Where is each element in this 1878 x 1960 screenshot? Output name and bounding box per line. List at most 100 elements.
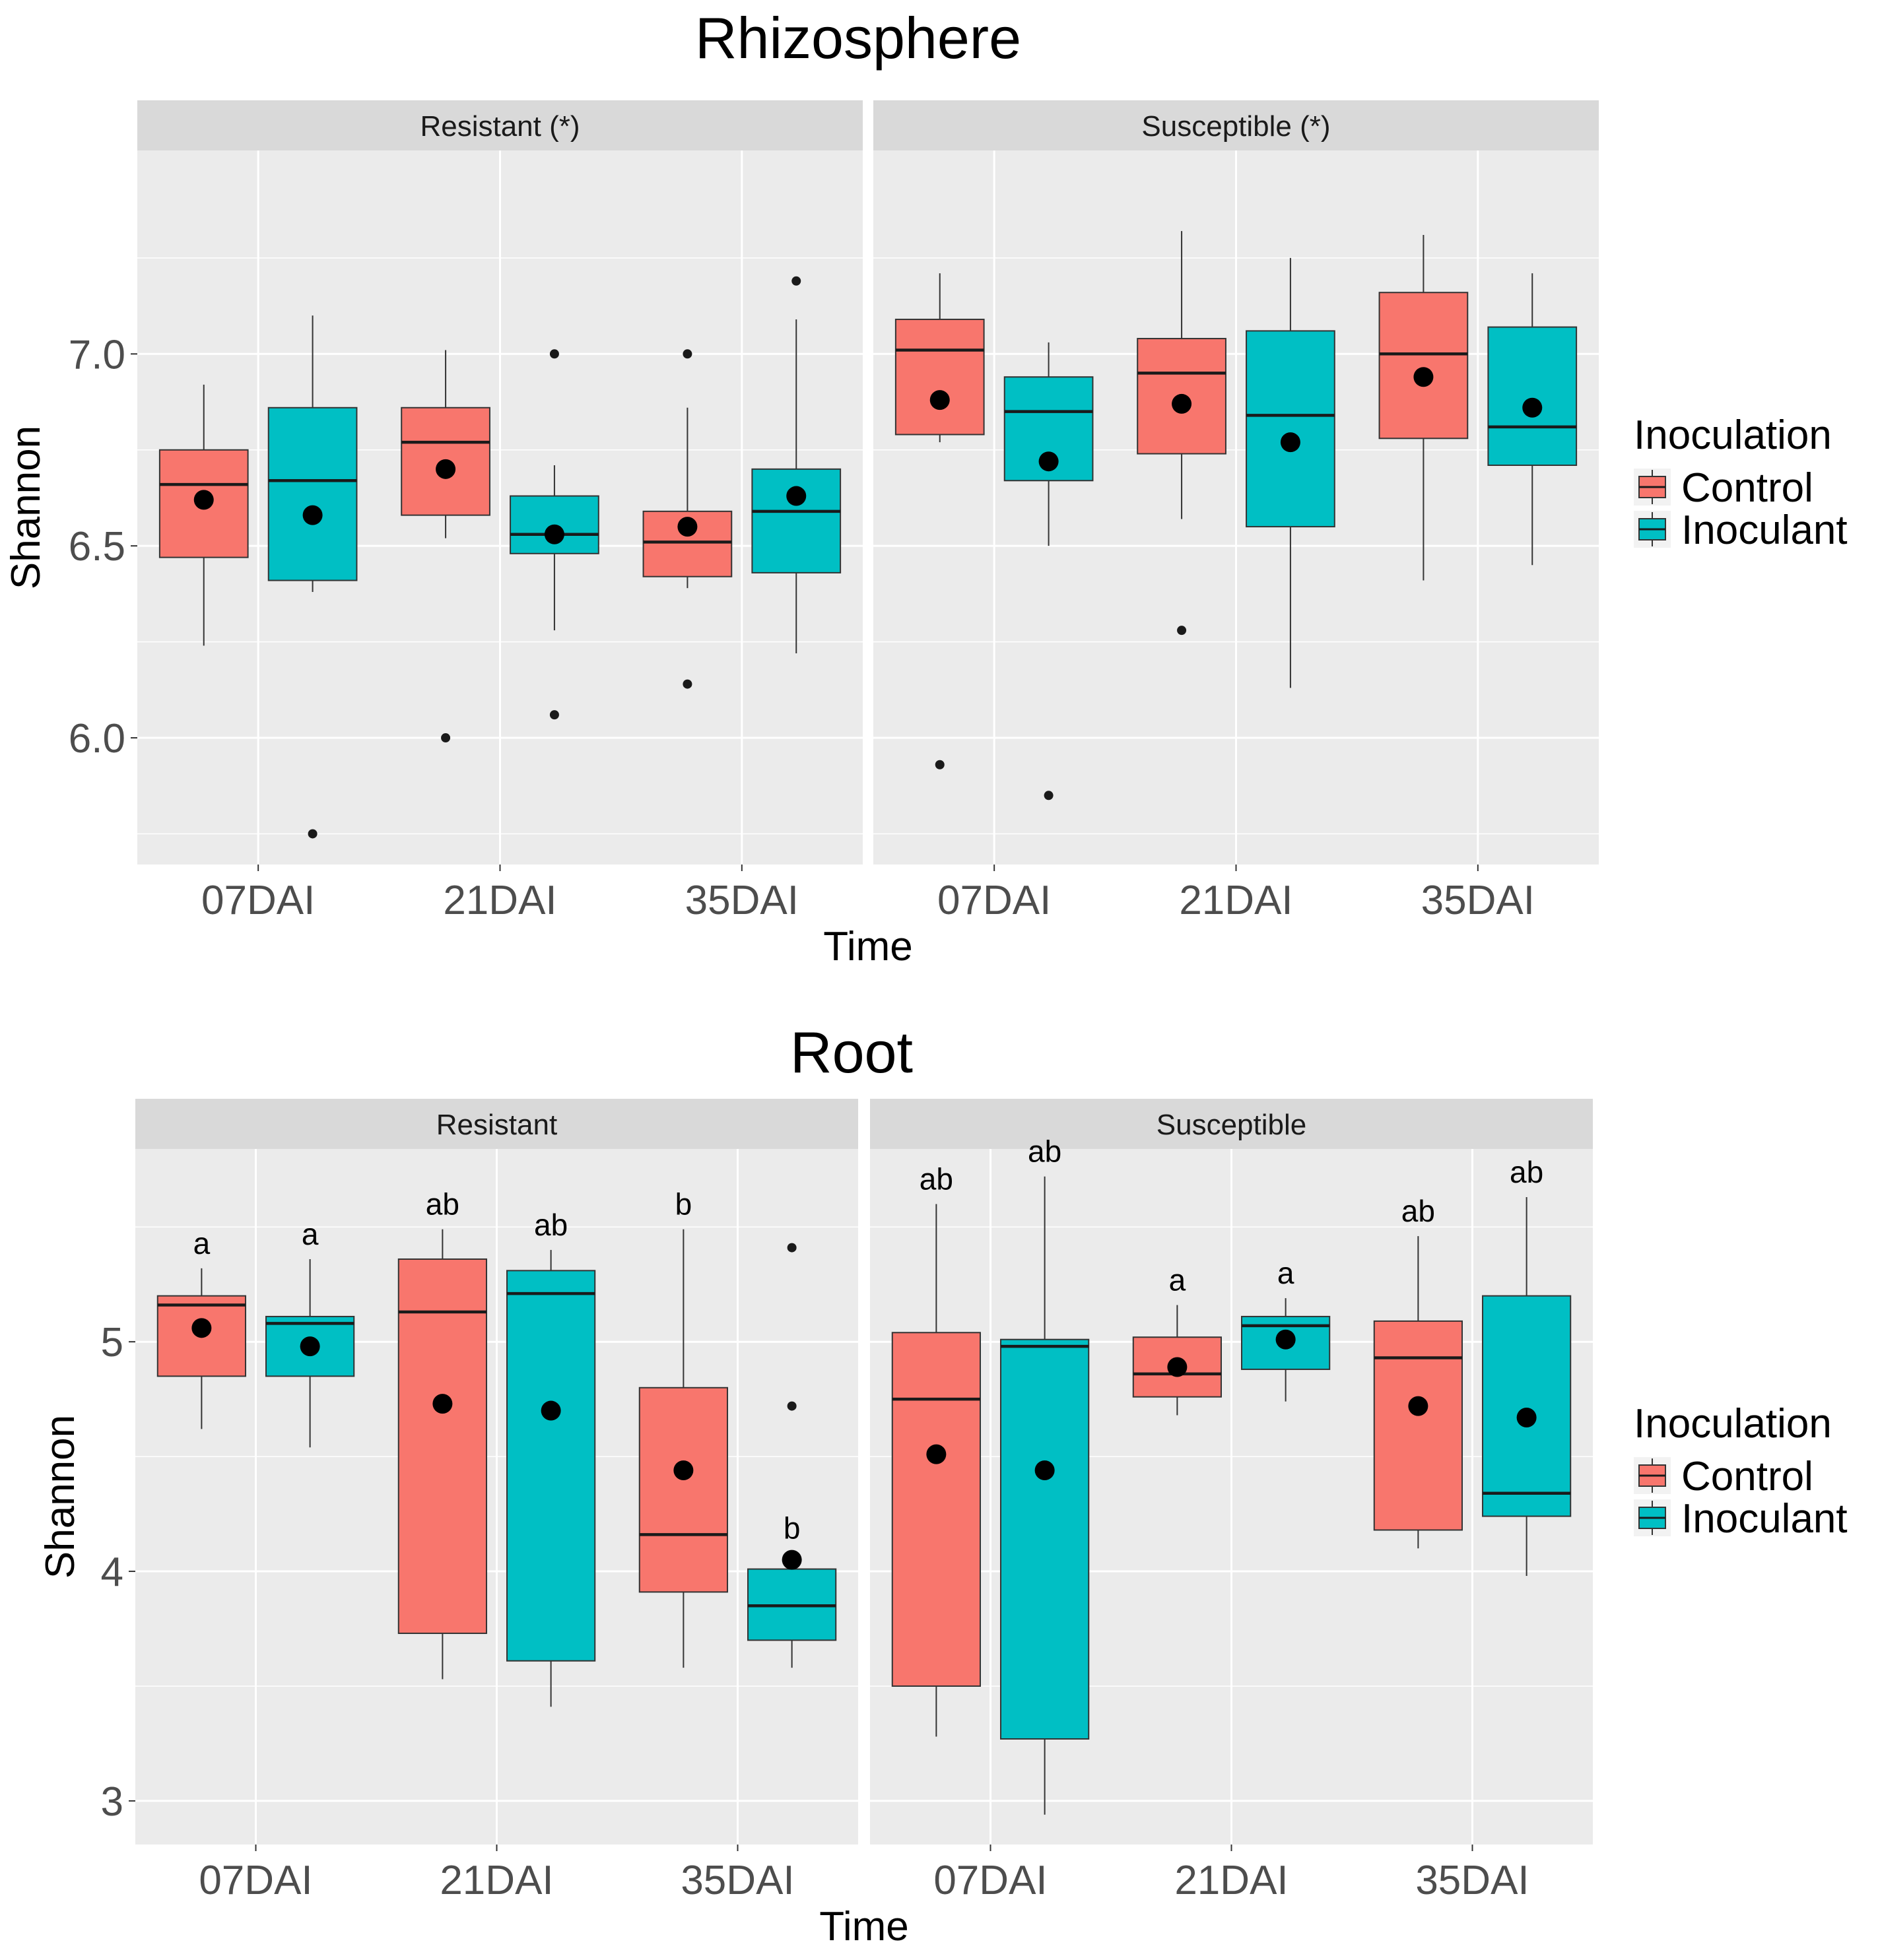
box-inoculant-21dai: a [1241, 1256, 1331, 1402]
y-axis-label: Shannon [38, 1415, 83, 1579]
x-tick-label: 21DAI [440, 1858, 553, 1903]
box-control-35dai [1378, 234, 1469, 581]
facet-0: Resistant (*) 07DAI 21DAI 35DAI [137, 100, 863, 923]
mean-point [1413, 367, 1434, 387]
y-tick-label: 4 [101, 1550, 123, 1595]
box-inoculant-35dai [1487, 273, 1578, 566]
box-body [1378, 292, 1469, 440]
mean-point [432, 1394, 453, 1414]
significance-letter: ab [1028, 1134, 1061, 1169]
outlier-point [683, 349, 692, 359]
box-control-35dai [642, 349, 733, 689]
box-control-07dai [894, 273, 985, 769]
facet-strip-label: Resistant (*) [420, 110, 580, 143]
significance-letter: ab [920, 1161, 953, 1196]
box-body [397, 1258, 487, 1634]
box-body [1000, 1338, 1090, 1740]
box-body [156, 1295, 246, 1377]
y-tick-label: 3 [101, 1779, 123, 1825]
box-body [638, 1387, 728, 1593]
facet-strip-label: Susceptible (*) [1141, 110, 1330, 143]
box-control-21dai: ab [397, 1187, 487, 1680]
significance-letter: ab [426, 1187, 459, 1222]
facet-strip [870, 1099, 1593, 1149]
mean-point [544, 524, 564, 544]
box-inoculant-07dai: a [265, 1217, 355, 1448]
x-tick-label: 07DAI [201, 878, 315, 923]
mean-point [302, 505, 323, 525]
x-tick-label: 35DAI [685, 878, 799, 923]
box-inoculant-35dai: ab [1482, 1155, 1572, 1577]
mean-point [926, 1444, 947, 1464]
box-body [267, 407, 358, 581]
box-body [891, 1332, 981, 1687]
box-body [1373, 1320, 1463, 1531]
y-tick-label: 6.5 [69, 524, 125, 570]
x-tick-label: 07DAI [199, 1858, 312, 1903]
significance-letter: ab [1401, 1194, 1435, 1228]
x-tick-label: 21DAI [443, 878, 556, 923]
mean-point [193, 490, 214, 510]
facet-1: Susceptible ab ab a a ab ab 07DAI 21DAI 35DAI [870, 1099, 1593, 1903]
legend-item-label: Inoculant [1681, 507, 1848, 553]
y-tick-label: 7.0 [69, 332, 125, 377]
mean-point [1408, 1396, 1428, 1416]
significance-letter: ab [534, 1208, 568, 1242]
significance-letter: a [1169, 1263, 1186, 1297]
mean-point [191, 1318, 212, 1338]
mean-point [786, 486, 807, 506]
box-control-07dai: ab [891, 1161, 981, 1737]
outlier-point [787, 1401, 797, 1411]
mean-point [541, 1400, 561, 1421]
box-control-21dai [1137, 231, 1226, 636]
significance-letter: a [1277, 1256, 1294, 1290]
legend-item-label: Control [1681, 1454, 1813, 1499]
y-tick-label: 5 [101, 1320, 123, 1365]
significance-letter: b [784, 1511, 801, 1546]
mean-point [1167, 1357, 1188, 1377]
facet-strip [873, 100, 1599, 150]
outlier-point [1044, 791, 1054, 800]
box-control-21dai [401, 350, 490, 743]
mean-point [1275, 1329, 1296, 1350]
box-inoculant-21dai [510, 349, 599, 720]
mean-point [1516, 1407, 1537, 1427]
outlier-point [935, 760, 945, 769]
chart-rhizosphere: Rhizosphere Resistant (*) 07DAI 21DAI 35DAI S… [3, 5, 1848, 969]
y-tick-label: 6.0 [69, 716, 125, 762]
x-tick-label: 35DAI [1415, 1858, 1529, 1903]
x-tick-label: 21DAI [1179, 878, 1292, 923]
box-body [894, 318, 985, 436]
mean-point [673, 1460, 694, 1480]
mean-point [1034, 1460, 1055, 1480]
x-axis-label: Time [823, 924, 912, 969]
box-inoculant-07dai: ab [1000, 1134, 1090, 1815]
box-body [751, 468, 842, 573]
facet-1: Susceptible (*) 07DAI 21DAI 35DAI [873, 100, 1599, 923]
significance-letter: a [193, 1226, 211, 1260]
box-body [1132, 1336, 1222, 1398]
y-axis-label: Shannon [3, 426, 49, 589]
box-inoculant-07dai [1003, 342, 1094, 800]
significance-letter: b [675, 1187, 692, 1222]
mean-point [782, 1550, 802, 1570]
mean-point [436, 459, 456, 479]
box-inoculant-35dai [751, 276, 842, 654]
legend-item-label: Inoculant [1681, 1496, 1848, 1542]
chart-title: Rhizosphere [695, 5, 1021, 71]
mean-point [300, 1336, 320, 1357]
box-body [1482, 1295, 1572, 1517]
outlier-point [1177, 626, 1187, 636]
facet-0: Resistant a a ab ab b b 07DAI 21DAI 35DAI [135, 1099, 858, 1903]
mean-point [1172, 393, 1192, 414]
outlier-point [549, 349, 559, 359]
chart-title: Root [790, 1020, 913, 1085]
mean-point [1280, 432, 1300, 453]
box-control-21dai: a [1132, 1263, 1222, 1416]
x-tick-label: 35DAI [681, 1858, 794, 1903]
legend-title: Inoculation [1634, 412, 1832, 458]
box-inoculant-35dai: b [747, 1243, 837, 1668]
outlier-point [308, 829, 318, 839]
